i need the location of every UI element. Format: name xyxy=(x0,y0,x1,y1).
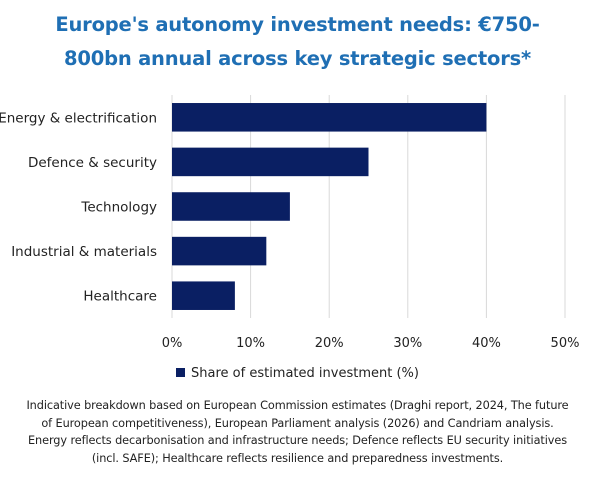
category-label: Technology xyxy=(80,200,157,216)
category-label: Industrial & materials xyxy=(11,244,157,260)
bars xyxy=(172,103,487,310)
bar-chart: Energy & electrification Defence & securi… xyxy=(0,95,580,351)
category-labels: Energy & electrification Defence & securi… xyxy=(0,110,157,304)
bar-industrial-materials xyxy=(172,236,267,266)
footnote-line-2: of European competitiveness), European P… xyxy=(41,416,554,430)
x-tick-label: 40% xyxy=(472,336,501,351)
x-tick-label: 10% xyxy=(236,336,265,351)
bar-energy-electrification xyxy=(172,103,487,132)
x-tick-label: 30% xyxy=(393,336,422,351)
bar-healthcare xyxy=(172,281,235,310)
footnote-line-3: Energy reflects decarbonisation and infr… xyxy=(28,434,567,447)
category-label: Healthcare xyxy=(83,289,157,305)
footnote-line-4: (incl. SAFE); Healthcare reflects resili… xyxy=(91,451,504,465)
x-tick-label: 0% xyxy=(162,336,183,351)
category-label: Defence & security xyxy=(28,155,157,171)
chart-title-line-1: Europe's autonomy investment needs: €750… xyxy=(55,13,540,36)
category-label: Energy & electrification xyxy=(0,110,157,126)
chart-title-line-2: 800bn annual across key strategic sector… xyxy=(63,47,532,70)
legend: Share of estimated investment (%) xyxy=(0,366,595,381)
legend-label: Share of estimated investment (%) xyxy=(191,366,419,381)
footnote-line-1: Indicative breakdown based on European C… xyxy=(26,399,569,412)
bar-defence-security xyxy=(172,147,369,177)
x-tick-labels: 0% 10% 20% 30% 40% 50% xyxy=(162,336,580,351)
legend-swatch xyxy=(176,368,186,377)
footnote: Indicative breakdown based on European C… xyxy=(10,397,585,467)
bar-technology xyxy=(172,192,290,221)
x-tick-label: 20% xyxy=(315,336,344,351)
chart-title: Europe's autonomy investment needs: €750… xyxy=(0,8,595,76)
x-tick-label: 50% xyxy=(551,336,580,351)
